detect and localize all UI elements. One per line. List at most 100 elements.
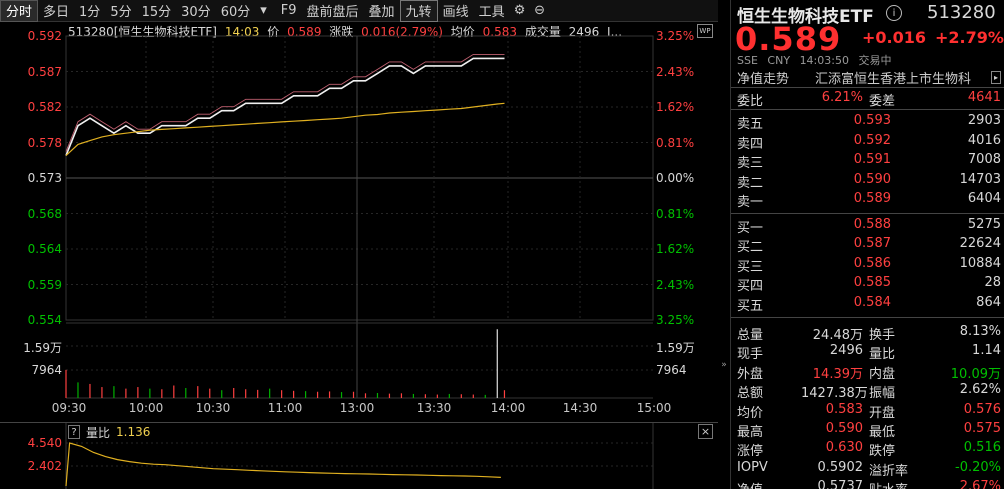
stat-value-2: 10.09万 [950,366,1001,382]
wp-badge-icon[interactable]: WP [697,24,713,38]
bid-label: 买五 [737,298,764,314]
ask-label: 卖四 [737,136,764,152]
pct-axis-tick: 0.81% [656,206,695,221]
close-icon[interactable]: × [698,424,713,439]
ask-label: 卖五 [737,117,764,132]
sub-axis-mid: 2.402 [27,459,62,473]
ask-quantity: 7008 [967,152,1001,167]
ask-level-row: 卖三 0.591 7008 [731,151,1004,171]
ask-label: 卖一 [737,195,764,210]
back-arrow-icon[interactable]: ⊖ [534,3,546,18]
nav-trend-row[interactable]: 净值走势 汇添富恒生香港上市生物科 ▸ [731,67,1004,87]
bid-level-row: 买五 0.584 864 [731,294,1004,314]
collapse-panel-icon[interactable]: » [721,360,727,370]
ask-label: 卖三 [737,156,764,171]
stat-value: 0.590 [825,421,863,436]
nav-label: 净值走势 [737,71,790,87]
ask-label: 卖二 [737,175,764,191]
stat-row: IOPV 0.5902 溢折率 -0.20% [731,459,1004,479]
stat-label-2: 量比 [869,347,896,363]
time-axis-tick: 14:00 [490,401,526,415]
info-icon[interactable]: i [886,5,902,21]
bid-price: 0.587 [853,236,891,251]
period-more-dropdown[interactable]: ▾ [260,3,267,18]
divider [731,212,1004,214]
stat-row: 现手 2496 量比 1.14 [731,342,1004,363]
stat-label-2: 最低 [869,425,896,440]
nine-turn-button[interactable]: 九转 [399,0,438,22]
stat-label-2: 振幅 [869,386,896,402]
stat-label-2: 内盘 [869,366,896,382]
pre-post-market-button[interactable]: 盘前盘后 [306,5,359,20]
stat-row: 总额 1427.38万 振幅 2.62% [731,381,1004,402]
stat-value: 2496 [829,343,863,359]
diff-label: 委差 [869,94,896,109]
stat-value-2: 0.575 [963,421,1001,436]
stat-label-2: 开盘 [869,405,896,421]
period-tab-5min[interactable]: 5分 [110,5,132,20]
period-toolbar: 分时 多日 1分 5分 15分 30分 60分 ▾ F9 盘前盘后 叠加 九转 画线 工具 ⚙ ⊖ [0,0,718,22]
expand-arrow-icon[interactable]: ▸ [991,71,1001,84]
time-axis-tick: 15:00 [636,401,672,415]
ask-price: 0.589 [853,191,891,206]
time-axis-tick: 13:00 [339,401,375,415]
meta-time: 14:03:50 [799,54,849,67]
time-axis-tick: 11:00 [267,401,303,415]
sub-header: ? 量比 1.136 [68,423,150,441]
period-tab-intraday[interactable]: 分时 [0,0,39,22]
ask-quantity: 14703 [959,171,1001,187]
pct-axis-tick: 3.25% [656,29,695,43]
period-tab-1min[interactable]: 1分 [79,5,101,20]
period-tab-60min[interactable]: 60分 [220,5,251,20]
chart-canvas[interactable] [0,23,718,419]
bid-level-row: 买四 0.585 28 [731,274,1004,294]
stat-row: 涨停 0.630 跌停 0.516 [731,439,1004,460]
bid-quantity: 5275 [967,216,1001,232]
ask-price: 0.590 [853,171,891,187]
period-tab-30min[interactable]: 30分 [181,5,211,20]
ask-price: 0.591 [853,152,891,167]
pct-axis-tick: 2.43% [656,64,695,79]
stat-value: 1427.38万 [801,386,868,402]
tools-button[interactable]: 工具 [478,5,505,20]
bid-label: 买三 [737,259,764,275]
stat-label: 外盘 [737,366,764,382]
sub-canvas [65,423,654,489]
volume-ratio-panel[interactable]: ? 量比 1.136 × 4.540 2.402 [0,422,718,489]
stat-value-2: 0.516 [963,440,1001,456]
stat-label-2: 换手 [869,328,896,343]
gear-icon[interactable]: ⚙ [513,3,526,18]
stat-label: 总量 [737,328,764,343]
stat-value-2: 2.62% [959,382,1001,398]
stat-label: IOPV [737,459,768,475]
pct-axis-tick: 1.62% [656,242,695,256]
bid-label: 买二 [737,240,764,255]
ask-level-row: 卖五 0.593 2903 [731,112,1004,132]
price-high-line [65,53,505,152]
meta-currency: CNY [767,54,791,67]
last-price: 0.589 [735,20,842,58]
overlay-button[interactable]: 叠加 [368,5,395,20]
stat-label-2: 跌停 [869,444,896,460]
time-axis-tick: 14:30 [562,401,598,415]
bid-price: 0.586 [853,255,891,271]
stat-label-2: 溢折率 [869,463,909,479]
stat-value: 0.5737 [817,479,864,489]
price-axis-tick: 0.587 [27,64,62,79]
quote-panel: 恒生生物科技ETF i 513280 0.589 +0.016 +2.79% S… [730,0,1004,489]
diff-value: 4641 [967,90,1001,105]
f9-button[interactable]: F9 [280,3,297,18]
help-icon[interactable]: ? [68,425,80,439]
pct-axis-tick: 1.62% [656,100,695,114]
stat-value: 0.5902 [817,459,864,475]
period-tab-multiday[interactable]: 多日 [43,5,70,20]
intraday-chart[interactable]: 513280[恒生生物科技ETF] 14:03 价 0.589 涨跌 0.016… [0,23,718,419]
stat-label: 总额 [737,386,764,402]
time-axis-tick: 13:30 [416,401,452,415]
bid-quantity: 864 [976,294,1001,310]
draw-line-button[interactable]: 画线 [442,5,469,20]
ask-level-row: 卖二 0.590 14703 [731,171,1004,191]
stat-label: 最高 [737,425,764,440]
price-axis-tick: 0.578 [27,135,62,150]
period-tab-15min[interactable]: 15分 [141,5,172,20]
